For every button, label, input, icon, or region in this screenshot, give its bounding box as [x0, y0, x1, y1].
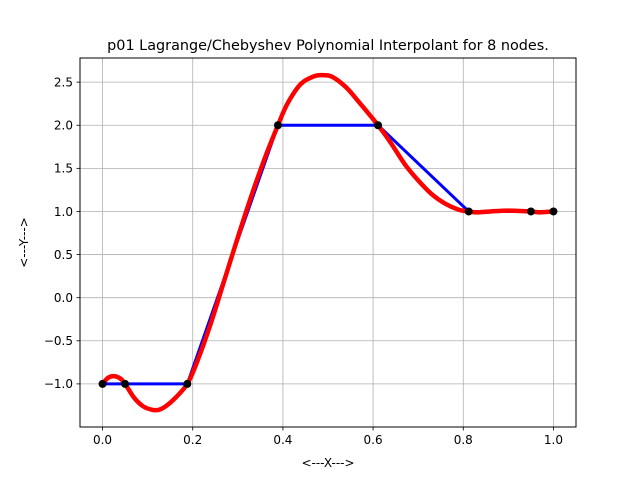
- y-tick-label: 2.5: [54, 75, 73, 89]
- interpolant-series-line: [100, 72, 556, 413]
- chart-title: p01 Lagrange/Chebyshev Polynomial Interp…: [107, 38, 549, 54]
- y-tick-label: 0.5: [54, 248, 73, 262]
- x-tick-label: 0.8: [454, 433, 473, 447]
- series-layer: [100, 72, 556, 413]
- node-point: [273, 121, 282, 130]
- node-point: [98, 379, 107, 388]
- y-tick-label: −0.5: [44, 334, 73, 348]
- x-tick-label: 0.2: [183, 433, 202, 447]
- y-tick-label: 2.0: [54, 119, 73, 133]
- tick-layer: 0.0 0.2 0.4 0.6 0.8 1.0 −1.0 −0.5 0.0 0.5 1.0 1.5 2.…: [44, 75, 563, 447]
- node-point: [549, 207, 558, 216]
- node-point: [374, 121, 383, 130]
- node-point: [183, 379, 192, 388]
- node-point: [464, 207, 473, 216]
- node-layer: [98, 121, 558, 388]
- y-axis-label: <---Y--->: [17, 217, 31, 268]
- y-tick-label: 0.0: [54, 291, 73, 305]
- x-tick-label: 0.4: [273, 433, 292, 447]
- x-tick-label: 0.0: [93, 433, 112, 447]
- x-axis-label: <---X--->: [301, 456, 354, 470]
- y-tick-label: 1.5: [54, 162, 73, 176]
- y-tick-label: −1.0: [44, 377, 73, 391]
- x-tick-label: 0.6: [364, 433, 383, 447]
- node-point: [526, 207, 535, 216]
- x-tick-label: 1.0: [544, 433, 563, 447]
- plot-frame: [79, 57, 577, 428]
- node-point: [121, 379, 130, 388]
- y-tick-label: 1.0: [54, 205, 73, 219]
